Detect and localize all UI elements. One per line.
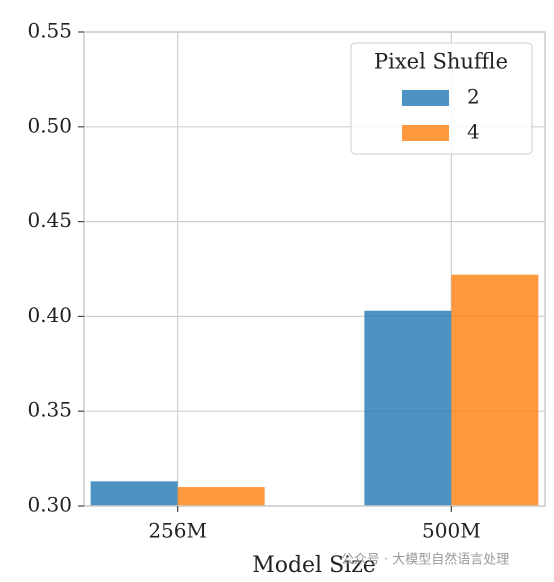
bar <box>364 310 452 506</box>
x-tick-label: 256M <box>148 519 207 543</box>
legend-swatch <box>402 125 449 141</box>
bar <box>451 274 539 506</box>
legend: Pixel Shuffle 2 4 <box>350 42 533 155</box>
bars <box>90 274 539 506</box>
legend-label: 4 <box>467 120 480 144</box>
y-tick-label: 0.35 <box>27 398 72 422</box>
plot-frame <box>83 31 546 507</box>
bar <box>177 487 265 506</box>
y-tick-label: 0.40 <box>27 303 72 327</box>
bar <box>90 481 178 506</box>
x-tick-label: 500M <box>422 519 481 543</box>
y-tick-label: 0.50 <box>27 113 72 137</box>
watermark: 公众号 · 大模型自然语言处理 <box>341 552 509 568</box>
y-tick-label: 0.55 <box>27 19 72 43</box>
labels: 0.30 0.35 0.40 0.45 0.50 0.55 256M 500M <box>27 19 480 543</box>
x-axis-label: Model Size <box>252 553 376 578</box>
y-tick-label: 0.45 <box>27 208 72 232</box>
legend-title: Pixel Shuffle <box>374 50 508 74</box>
legend-swatch <box>402 90 449 106</box>
y-tick-label: 0.30 <box>27 493 72 517</box>
legend-label: 2 <box>467 85 480 109</box>
